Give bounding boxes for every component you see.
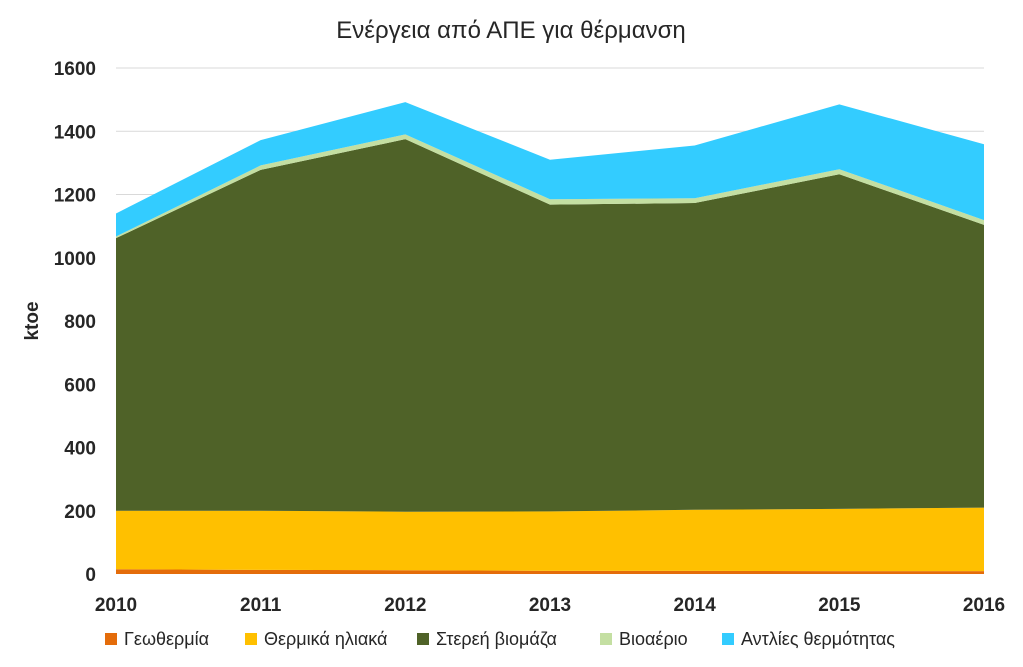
area-series-group xyxy=(116,102,984,574)
x-tick-label-2016: 2016 xyxy=(963,595,1005,616)
legend-label: Αντλίες θερμότητας xyxy=(741,629,895,649)
area-series-στερεή-βιομάζα xyxy=(116,139,984,512)
y-tick-label-1400: 1400 xyxy=(54,122,96,143)
area-series-θερμικά-ηλιακά xyxy=(116,507,984,572)
area-series-αντλίες-θερμότητας xyxy=(116,102,984,237)
legend-swatch xyxy=(600,633,612,645)
legend-label: Βιοαέριο xyxy=(619,629,688,649)
legend-item-αντλίες-θερμότητας: Αντλίες θερμότητας xyxy=(722,629,895,649)
legend-item-θερμικά-ηλιακά: Θερμικά ηλιακά xyxy=(245,629,387,649)
y-tick-label-600: 600 xyxy=(64,375,96,396)
legend-swatch xyxy=(722,633,734,645)
chart-title: Ενέργεια από ΑΠΕ για θέρμανση xyxy=(336,17,686,44)
x-axis-ticks: 2010 2011 2012 2013 2014 2015 2016 xyxy=(95,595,1005,616)
y-tick-label-0: 0 xyxy=(85,565,96,586)
legend-swatch xyxy=(105,633,117,645)
area-series-γεωθερμία xyxy=(116,569,984,574)
legend-item-γεωθερμία: Γεωθερμία xyxy=(105,629,209,649)
x-tick-label-2015: 2015 xyxy=(818,595,861,616)
legend-swatch xyxy=(245,633,257,645)
y-tick-label-800: 800 xyxy=(64,312,96,333)
legend: Γεωθερμία Θερμικά ηλιακά Στερεή βιομάζα Βιο… xyxy=(105,629,895,649)
legend-item-βιοαέριο: Βιοαέριο xyxy=(600,629,688,649)
y-tick-label-400: 400 xyxy=(64,439,96,460)
y-tick-label-1200: 1200 xyxy=(54,186,96,207)
legend-label: Στερεή βιομάζα xyxy=(436,629,557,649)
y-axis-label: ktoe xyxy=(22,301,43,340)
y-tick-label-200: 200 xyxy=(64,502,96,523)
y-axis-ticks: 0 200 400 600 800 1000 1200 1400 1600 xyxy=(54,59,96,586)
legend-label: Θερμικά ηλιακά xyxy=(264,629,387,649)
legend-label: Γεωθερμία xyxy=(124,629,209,649)
y-tick-label-1600: 1600 xyxy=(54,59,96,80)
legend-swatch xyxy=(417,633,429,645)
x-tick-label-2014: 2014 xyxy=(674,595,717,616)
x-tick-label-2013: 2013 xyxy=(529,595,571,616)
legend-item-στερεή-βιομάζα: Στερεή βιομάζα xyxy=(417,629,557,649)
x-tick-label-2011: 2011 xyxy=(240,595,282,616)
y-tick-label-1000: 1000 xyxy=(54,249,96,270)
x-tick-label-2010: 2010 xyxy=(95,595,137,616)
x-tick-label-2012: 2012 xyxy=(384,595,426,616)
